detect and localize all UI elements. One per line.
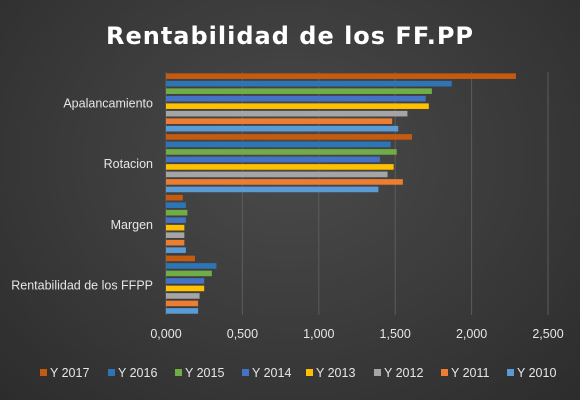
legend-label: Y 2017 <box>50 366 89 380</box>
bar <box>166 186 379 193</box>
bar <box>166 300 199 307</box>
bar <box>166 171 388 178</box>
bar <box>166 255 196 262</box>
bar <box>166 232 185 238</box>
x-tick-label: 1,500 <box>380 327 411 341</box>
legend-swatch <box>306 369 313 376</box>
bar <box>166 134 413 140</box>
x-axis-tick-labels: 0,000 0,500 1,000 1,500 2,000 2,500 <box>150 327 563 341</box>
category-label: Margen <box>111 218 153 232</box>
legend-swatch <box>374 369 381 376</box>
category-label: Rotacion <box>104 157 153 171</box>
x-tick-label: 1,000 <box>303 327 334 341</box>
legend-label: Y 2012 <box>384 366 423 380</box>
bar <box>166 278 205 284</box>
bar <box>166 202 186 208</box>
x-tick-label: 0,000 <box>150 327 181 341</box>
legend-label: Y 2013 <box>316 366 355 380</box>
bar <box>166 125 399 132</box>
legend: Y 2017 Y 2016 Y 2015 Y 2014 Y 2013 Y 2012 Y 20… <box>40 366 556 380</box>
bar <box>166 247 186 253</box>
bar <box>166 194 183 201</box>
bar <box>166 270 212 277</box>
legend-label: Y 2014 <box>252 366 291 380</box>
bar <box>166 141 391 148</box>
bar <box>166 308 199 314</box>
legend-swatch <box>40 369 47 376</box>
bar <box>166 217 186 223</box>
x-tick-label: 2,500 <box>532 327 563 341</box>
bar <box>166 156 380 163</box>
bar <box>166 149 397 155</box>
legend-swatch <box>441 369 448 376</box>
bar <box>166 224 185 231</box>
x-tick-label: 2,000 <box>456 327 487 341</box>
bar <box>166 110 408 117</box>
bar <box>166 263 217 269</box>
category-label: Apalancamiento <box>63 96 153 110</box>
category-label: Rentabilidad de los FFPP <box>11 279 153 293</box>
legend-label: Y 2015 <box>185 366 224 380</box>
bar <box>166 164 394 170</box>
legend-swatch <box>108 369 115 376</box>
legend-label: Y 2010 <box>517 366 556 380</box>
bar <box>166 118 393 124</box>
legend-label: Y 2011 <box>451 366 490 380</box>
bars <box>166 73 516 314</box>
legend-swatch <box>175 369 182 376</box>
bar <box>166 80 452 87</box>
bar <box>166 239 185 246</box>
category-labels: Apalancamiento Rotacion Margen Rentabilidad… <box>11 96 153 292</box>
bar <box>166 285 205 292</box>
bar <box>166 103 429 109</box>
bar <box>166 179 403 185</box>
bar <box>166 209 188 216</box>
bar <box>166 293 200 299</box>
bar <box>166 95 426 102</box>
bar <box>166 88 432 94</box>
legend-swatch <box>507 369 514 376</box>
x-tick-label: 0,500 <box>227 327 258 341</box>
bar <box>166 73 516 79</box>
chart-title: Rentabilidad de los FF.PP <box>106 22 474 50</box>
legend-label: Y 2016 <box>118 366 157 380</box>
legend-swatch <box>242 369 249 376</box>
